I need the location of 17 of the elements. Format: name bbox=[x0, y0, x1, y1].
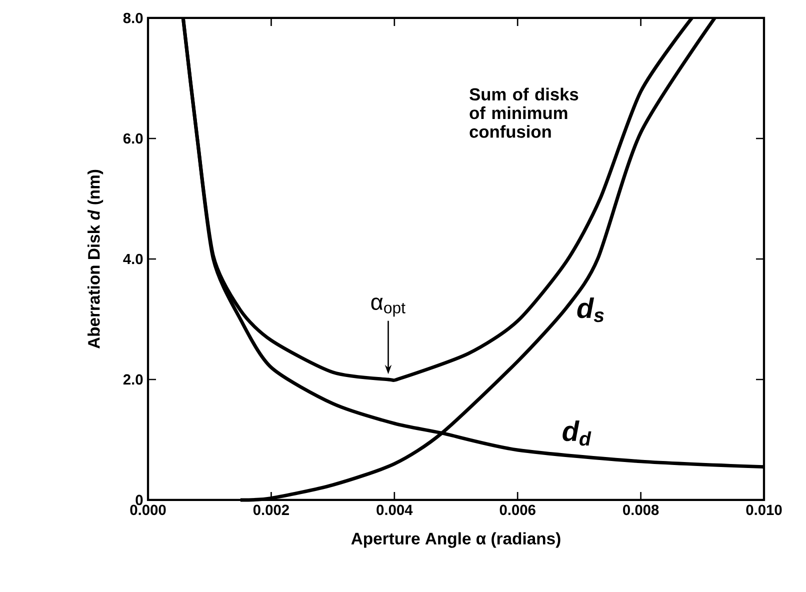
x-tick-label: 0.006 bbox=[500, 504, 536, 516]
y-tick-label: 8.0 bbox=[123, 12, 143, 24]
y-tick-label: 4.0 bbox=[123, 254, 143, 264]
x-tick-label: 0.008 bbox=[623, 504, 659, 516]
annotation: α$_{opt}$ bbox=[371, 298, 406, 317]
x-tick-label: 0.010 bbox=[746, 504, 782, 516]
x-tick-label: 0.002 bbox=[253, 504, 289, 516]
text: Sum of disks of minimum confusion bbox=[470, 88, 578, 138]
y-axis-title: Aberration Disk d (nm) bbox=[88, 170, 104, 349]
series-label: d$_{d}$ bbox=[562, 420, 592, 446]
y-tick-label: 6.0 bbox=[123, 133, 143, 144]
series-label: d$_{s}$ bbox=[577, 298, 604, 322]
x-axis-title: Aperture Angle α (radians) bbox=[351, 532, 560, 548]
x-tick-label: 0.004 bbox=[376, 504, 413, 516]
y-tick-label: 2.0 bbox=[123, 374, 143, 385]
y-tick-label: 0 bbox=[136, 494, 143, 506]
x-tick-label: 0.000 bbox=[130, 504, 166, 516]
